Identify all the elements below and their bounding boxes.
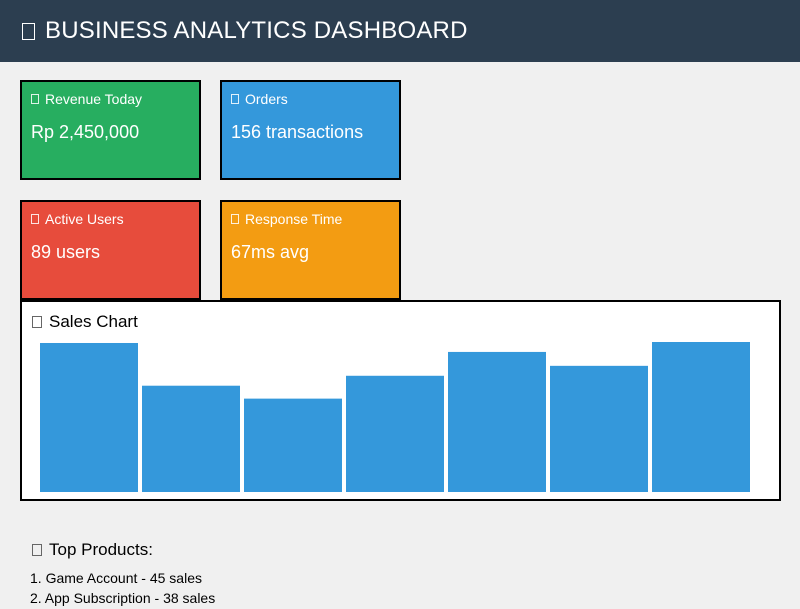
page-title: BUSINESS ANALYTICS DASHBOARD (45, 17, 468, 44)
active-users-value: 89 users (31, 242, 101, 262)
top-products-list: 1. Game Account - 45 sales 2. App Subscr… (30, 569, 216, 609)
active-users-card: Active Users 89 users (20, 200, 201, 300)
top-products-title: Top Products: (49, 540, 153, 559)
response-time-card: Response Time 67ms avg (220, 200, 401, 300)
box-icon (231, 94, 239, 104)
chart-bar-6 (550, 365, 648, 492)
header-bar: BUSINESS ANALYTICS DASHBOARD (0, 0, 800, 62)
trophy-icon (32, 544, 42, 556)
response-time-label: Response Time (245, 211, 343, 227)
list-item: 2. App Subscription - 38 sales (30, 590, 216, 606)
top-products-section: Top Products: 1. Game Account - 45 sales… (30, 540, 216, 609)
sales-chart (40, 342, 750, 492)
chart-bar-1 (40, 342, 138, 492)
money-icon (31, 94, 39, 104)
orders-value: 156 transactions (231, 122, 364, 142)
chart-bar-2 (142, 385, 240, 492)
revenue-label: Revenue Today (45, 91, 143, 107)
sales-chart-title: Sales Chart (49, 312, 138, 331)
orders-card: Orders 156 transactions (220, 80, 401, 180)
orders-label: Orders (245, 91, 288, 107)
response-time-value: 67ms avg (231, 242, 310, 262)
chart-bar-5 (448, 351, 546, 492)
chart-bar-3 (244, 398, 342, 492)
chart-bar-4 (346, 375, 444, 492)
sales-chart-panel: Sales Chart (20, 300, 781, 501)
lightning-icon (231, 214, 239, 224)
list-item: 1. Game Account - 45 sales (30, 570, 202, 586)
users-icon (31, 214, 39, 224)
revenue-card: Revenue Today Rp 2,450,000 (20, 80, 201, 180)
top-products-title-row: Top Products: (32, 540, 215, 560)
sales-chart-title-row: Sales Chart (32, 312, 138, 332)
active-users-label: Active Users (45, 211, 124, 227)
chart-icon (22, 22, 35, 40)
revenue-value: Rp 2,450,000 (31, 122, 140, 142)
chart-icon (32, 316, 42, 328)
chart-bar-7 (652, 342, 750, 492)
